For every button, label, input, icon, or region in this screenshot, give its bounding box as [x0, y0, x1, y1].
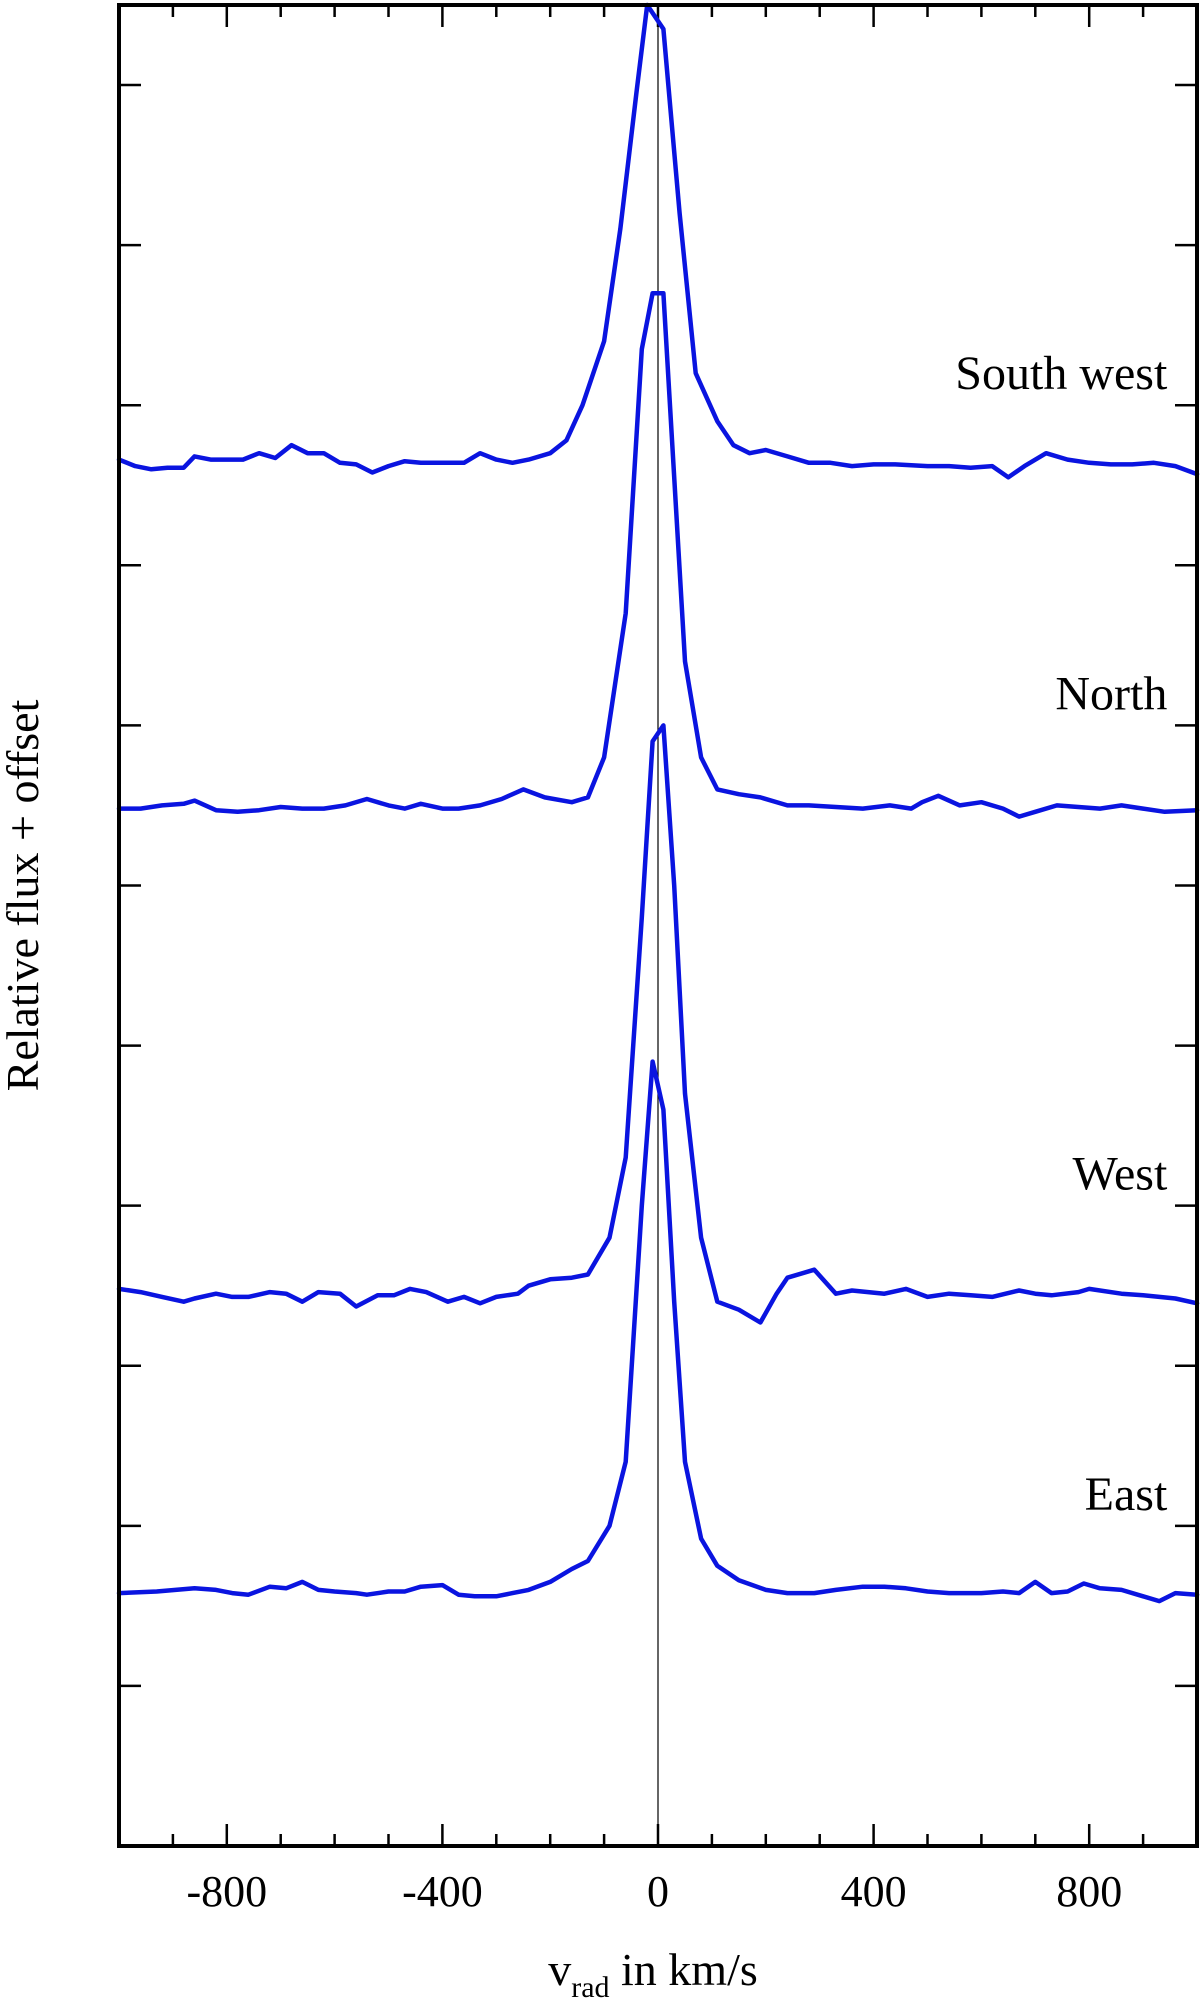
- series-label-east: East: [1085, 1468, 1168, 1521]
- x-axis-title-rest: in km/s: [610, 1944, 758, 1995]
- series-line-south-west: [116, 2, 1200, 480]
- series-group: [116, 2, 1200, 1604]
- x-axis-title-sub: rad: [571, 1971, 609, 2002]
- series-line-north: [116, 290, 1200, 819]
- series-label-west: West: [1073, 1148, 1168, 1201]
- x-tick-label: 400: [841, 1867, 907, 1916]
- x-tick-labels: -800 -400 0 400 800: [186, 1867, 1122, 1916]
- x-tick-label: 0: [647, 1867, 669, 1916]
- series-labels-group: East West North South west: [955, 347, 1168, 1521]
- series-label-north: North: [1055, 667, 1167, 720]
- series-line-east: [116, 1059, 1200, 1604]
- y-axis-title: Relative flux + offset: [0, 699, 48, 1091]
- x-tick-label: -800: [186, 1867, 267, 1916]
- x-axis-title-main: v: [548, 1944, 571, 1995]
- series-line-west: [116, 723, 1200, 1325]
- x-axis-title: vrad in km/s: [548, 1944, 758, 2002]
- plot-frame: [117, 3, 1199, 1848]
- series-label-south-west: South west: [955, 347, 1168, 400]
- x-tick-label: 800: [1056, 1867, 1122, 1916]
- x-tick-label: -400: [402, 1867, 483, 1916]
